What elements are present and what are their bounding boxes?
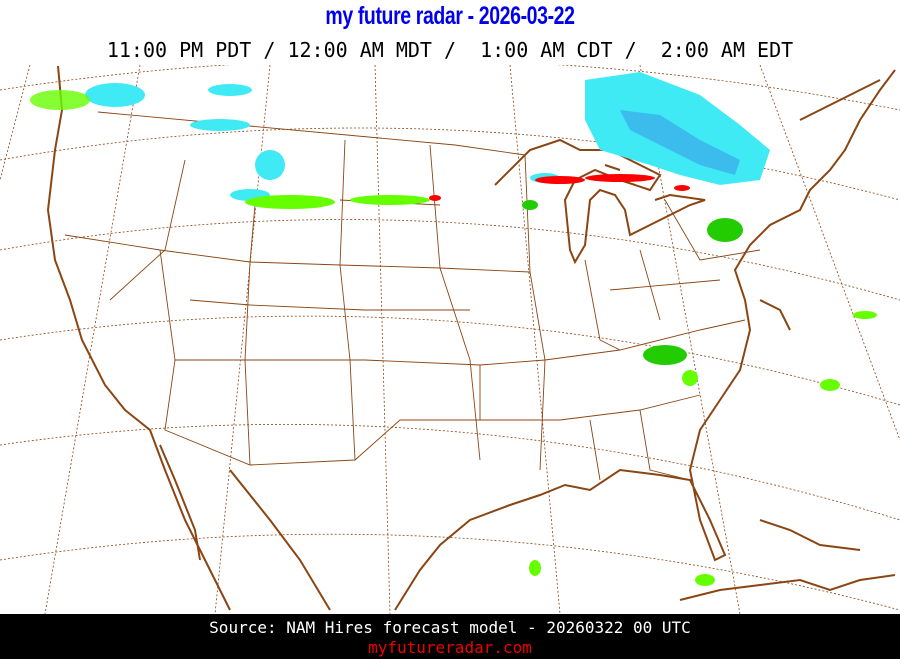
rain-echo <box>245 195 335 209</box>
rain-echo <box>682 370 698 386</box>
coastline <box>46 65 896 611</box>
radar-echoes <box>30 72 877 586</box>
snow-echo <box>85 83 145 107</box>
rain-echo <box>643 345 687 365</box>
rain-echo <box>707 218 743 242</box>
heavy-snow-area <box>620 110 740 175</box>
rain-echo <box>522 200 538 210</box>
rain-echo <box>820 379 840 391</box>
mix-echo <box>535 176 585 184</box>
footer: Source: NAM Hires forecast model - 20260… <box>0 614 900 659</box>
valid-times: 11:00 PM PDT / 12:00 AM MDT / 1:00 AM CD… <box>106 38 794 62</box>
mix-echo <box>429 195 441 201</box>
snow-echo <box>190 119 250 131</box>
rain-echo <box>529 560 541 576</box>
snow-echo <box>255 150 285 180</box>
snow-echo <box>208 84 252 96</box>
state-borders <box>64 111 761 481</box>
mix-echo <box>585 174 655 182</box>
rain-echo <box>350 195 430 205</box>
radar-map <box>0 65 900 614</box>
mix-echo <box>674 185 690 191</box>
source-text: Source: NAM Hires forecast model - 20260… <box>209 618 691 637</box>
site-link[interactable]: myfutureradar.com <box>368 638 532 657</box>
rain-echo <box>30 90 90 110</box>
rain-echo <box>853 311 877 319</box>
page-title: my future radar - 2026-03-22 <box>325 2 575 30</box>
rain-echo <box>695 574 715 586</box>
